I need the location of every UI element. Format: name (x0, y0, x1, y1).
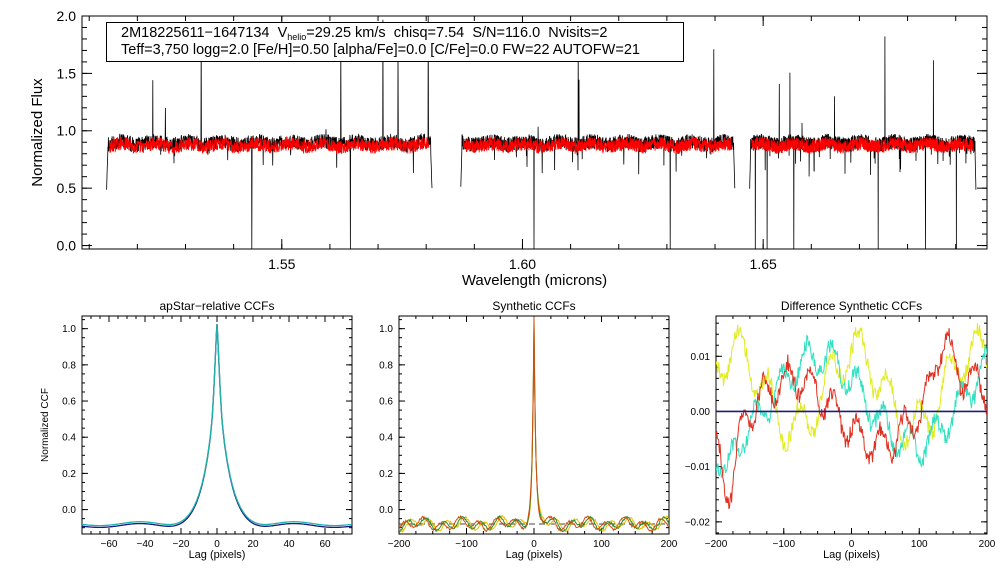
apstar-ccf-ytick-label: 0.0 (62, 505, 76, 516)
difference-ccf-title: Difference Synthetic CCFs (781, 299, 922, 313)
apstar-ccf-xlabel: Lag (pixels) (189, 549, 246, 561)
synthetic-ccf-xtick-label: 200 (661, 539, 678, 550)
apstar-ccf-ytick-label: 0.6 (62, 397, 76, 408)
snr-value: S/N=116.0 (472, 25, 541, 41)
apstar-ccf-title: apStar−relative CCFs (159, 299, 274, 313)
model-spectrum-line (108, 135, 975, 155)
synthetic-ccf-ytick-label: 0.2 (379, 469, 393, 480)
synthetic-ccf-series-3 (399, 316, 669, 533)
spectrum-xtick-label: 1.55 (268, 256, 295, 272)
apstar-ccf-xtick-label: −60 (101, 539, 118, 550)
difference-ccf-ytick-label: 0.00 (691, 407, 711, 418)
info-line-2: Teff=3,750 logg=2.0 [Fe/H]=0.50 [alpha/F… (121, 42, 640, 58)
vhelio-value: =29.25 km/s (306, 25, 386, 41)
difference-ccf-lines (716, 322, 987, 510)
apstar-ccf-axes (81, 315, 353, 535)
spectrum-ylabel: Normalized Flux (29, 78, 46, 187)
star-id: 2M18225611−1647134 (121, 25, 270, 41)
apstar-ccf-xtick-label: −20 (173, 539, 190, 550)
apstar-ccf-xtick-label: 60 (319, 539, 331, 550)
difference-ccf-xtick-label: −100 (772, 539, 795, 550)
synthetic-ccf-ytick-label: 1.0 (379, 324, 393, 335)
synthetic-ccf-ytick-label: 0.0 (379, 505, 393, 516)
apstar-ccf-xtick-label: 0 (214, 539, 220, 550)
synthetic-ccf-ytick-label: 0.8 (379, 360, 393, 371)
synthetic-ccf-ytick-label: 0.4 (379, 433, 393, 444)
apstar-ccf-ytick-label: 1.0 (62, 324, 76, 335)
apstar-ccf-ytick-label: 0.2 (62, 469, 76, 480)
vhelio-label: V (277, 25, 288, 41)
apstar-ccf-ytick-label: 0.8 (62, 360, 76, 371)
apstar-ccf-xtick-label: −40 (137, 539, 154, 550)
spectrum-info-box: 2M18225611−1647134 Vhelio=29.25 km/s chi… (106, 22, 684, 62)
synthetic-ccf-xtick-label: 0 (531, 539, 537, 550)
spectrum-frame (81, 15, 988, 250)
nvisits-value: Nvisits=2 (548, 25, 608, 41)
synthetic-ccf-title: Synthetic CCFs (492, 299, 575, 313)
spectrum-ytick-label: 0.5 (57, 180, 77, 196)
difference-ccf-ytick-label: 0.01 (691, 352, 711, 363)
spectrum-ytick-label: 1.5 (57, 65, 77, 81)
spectrum-xlabel: Wavelength (microns) (462, 272, 607, 289)
synthetic-ccf-xtick-label: 100 (593, 539, 610, 550)
synthetic-ccf-xtick-label: −200 (388, 539, 411, 550)
difference-ccf-xtick-label: 200 (979, 539, 996, 550)
apstar-ccf-xtick-label: 40 (283, 539, 295, 550)
apstar-ccf-lines (82, 324, 352, 529)
spectrum-xtick-label: 1.65 (750, 256, 777, 272)
spectrum-ytick-label: 1.0 (57, 123, 77, 139)
spectrum-ytick-label: 0.0 (57, 237, 77, 253)
synthetic-ccf-xtick-label: −100 (455, 539, 478, 550)
apstar-ccf-ylabel: Normalized CCF (40, 388, 51, 462)
difference-ccf-xlabel: Lag (pixels) (823, 549, 880, 561)
info-line-1: 2M18225611−1647134 Vhelio=29.25 km/s chi… (121, 25, 683, 42)
apstar-ccf-frame (81, 315, 353, 535)
apstar-ccf-ytick-label: 0.4 (62, 433, 76, 444)
apstar-ccf-series-1 (82, 324, 352, 529)
vhelio-subscript: helio (287, 32, 307, 42)
apstar-ccf-series-2 (82, 324, 352, 527)
spectrum-xtick-label: 1.60 (509, 256, 536, 272)
chisq-value: chisq=7.54 (393, 25, 465, 41)
synthetic-ccf-lines (399, 316, 669, 533)
apstar-ccf-xtick-label: 20 (247, 539, 259, 550)
spectrum-lines (106, 16, 977, 249)
difference-ccf-ytick-label: −0.02 (685, 517, 711, 528)
difference-ccf-xtick-label: 0 (849, 539, 855, 550)
difference-ccf-xtick-label: −200 (705, 539, 728, 550)
synthetic-ccf-ytick-label: 0.6 (379, 397, 393, 408)
difference-ccf-ytick-label: −0.01 (685, 462, 711, 473)
difference-ccf-series-3 (716, 328, 987, 510)
synthetic-ccf-xlabel: Lag (pixels) (506, 549, 563, 561)
difference-ccf-xtick-label: 100 (911, 539, 928, 550)
spectrum-ytick-label: 2.0 (57, 8, 77, 24)
